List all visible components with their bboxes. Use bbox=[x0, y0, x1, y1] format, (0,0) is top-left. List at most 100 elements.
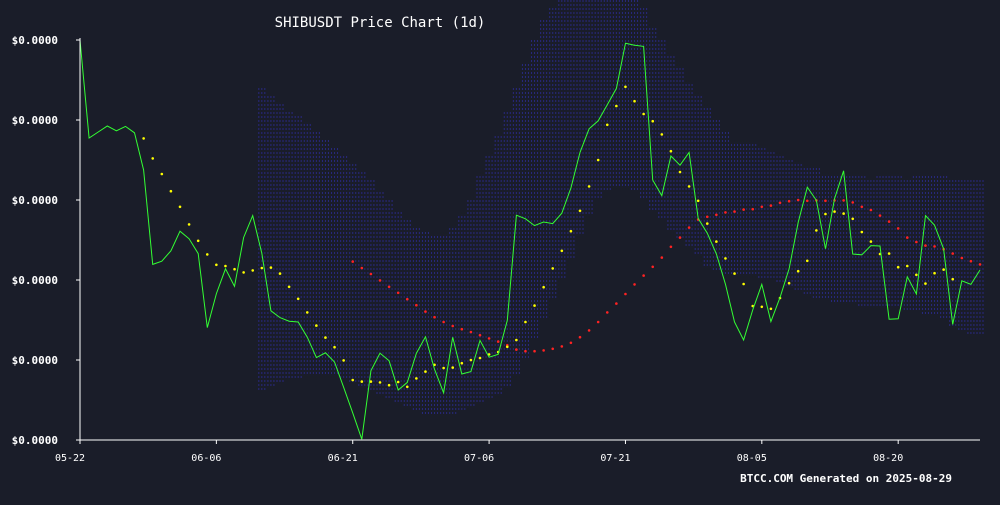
footer-text: BTCC.COM Generated on 2025-08-29 bbox=[740, 472, 952, 485]
fast-ma-point bbox=[905, 264, 909, 268]
fast-ma-point bbox=[569, 229, 573, 233]
x-tick-label: 06-06 bbox=[191, 453, 221, 464]
slow-ma-point bbox=[387, 285, 391, 289]
slow-ma-point bbox=[533, 349, 536, 353]
fast-ma-point bbox=[833, 210, 836, 213]
slow-ma-point bbox=[542, 349, 545, 352]
slow-ma-point bbox=[605, 311, 609, 314]
fast-ma-point bbox=[560, 249, 564, 253]
fast-ma-point bbox=[387, 383, 391, 387]
fast-ma-point bbox=[769, 307, 773, 311]
fast-ma-point bbox=[687, 185, 691, 188]
fast-ma-point bbox=[187, 223, 191, 226]
slow-ma-point bbox=[887, 220, 891, 223]
x-tick-label: 07-06 bbox=[464, 453, 494, 464]
slow-ma-point bbox=[778, 201, 782, 205]
fast-ma-point bbox=[405, 385, 409, 389]
slow-ma-point bbox=[642, 274, 645, 277]
fast-ma-point bbox=[578, 209, 582, 213]
fast-ma-point bbox=[615, 104, 618, 108]
y-tick-label: $0.0000 bbox=[12, 354, 58, 367]
slow-ma-point bbox=[796, 198, 800, 202]
fast-ma-point bbox=[633, 99, 636, 103]
slow-ma-point bbox=[860, 205, 864, 209]
slow-ma-point bbox=[724, 211, 727, 214]
slow-ma-point bbox=[487, 337, 491, 340]
slow-ma-point bbox=[824, 199, 827, 203]
slow-ma-point bbox=[615, 302, 618, 305]
fast-ma-point bbox=[169, 189, 173, 193]
price-layer bbox=[79, 39, 981, 440]
fast-ma-point bbox=[787, 281, 791, 285]
slow-ma-point bbox=[760, 205, 764, 209]
fast-ma-point bbox=[696, 199, 700, 203]
fast-ma-point bbox=[233, 267, 236, 271]
fast-ma-point bbox=[542, 285, 545, 289]
fast-ma-point bbox=[278, 272, 282, 275]
fast-ma-point bbox=[142, 137, 145, 140]
fast-ma-point bbox=[305, 311, 309, 314]
x-tick-label: 05-22 bbox=[55, 453, 85, 464]
slow-ma-point bbox=[415, 303, 418, 307]
fast-ma-point bbox=[587, 185, 591, 188]
x-axis-ticks: 05-22 06-06 06-21 07-06 07-21 08-05 08-20 bbox=[55, 440, 903, 464]
x-tick-label: 07-21 bbox=[600, 453, 630, 464]
slow-ma-point bbox=[624, 292, 627, 296]
slow-ma-point bbox=[433, 315, 436, 319]
fast-ma-point bbox=[242, 271, 245, 274]
slow-ma-point bbox=[805, 199, 809, 203]
slow-ma-point bbox=[360, 266, 364, 270]
fast-ma-point bbox=[760, 305, 764, 309]
fast-ma-point bbox=[415, 377, 418, 380]
fast-ma-point bbox=[942, 268, 945, 271]
slow-ma-point bbox=[969, 259, 973, 263]
x-tick-label: 08-20 bbox=[873, 453, 903, 464]
fast-ma-point bbox=[333, 345, 336, 349]
x-tick-label: 08-05 bbox=[737, 453, 767, 464]
fast-ma-point bbox=[224, 264, 227, 268]
slow-ma-point bbox=[678, 236, 682, 239]
fast-ma-point bbox=[287, 285, 291, 289]
slow-ma-point bbox=[905, 236, 909, 239]
fast-ma-point bbox=[869, 240, 873, 243]
slow-ma-point bbox=[669, 245, 673, 249]
y-tick-label: $0.0000 bbox=[12, 34, 58, 47]
fast-ma-point bbox=[315, 324, 318, 327]
chart-title: SHIBUSDT Price Chart (1d) bbox=[275, 15, 486, 31]
fast-ma-point bbox=[860, 230, 864, 234]
fast-ma-point bbox=[705, 222, 709, 225]
fast-ma-point bbox=[851, 217, 855, 221]
fast-ma-point bbox=[424, 370, 427, 373]
slow-ma-point bbox=[651, 265, 655, 269]
slow-ma-point bbox=[715, 213, 718, 217]
fast-ma-point bbox=[296, 297, 300, 301]
slow-ma-point bbox=[560, 345, 564, 348]
fast-ma-point bbox=[805, 259, 809, 263]
fast-ma-layer bbox=[142, 85, 955, 389]
slow-ma-point bbox=[869, 208, 873, 212]
fast-ma-point bbox=[915, 273, 918, 277]
band-layer bbox=[258, 0, 984, 416]
y-axis-ticks: $0.0000 $0.0000 $0.0000 $0.0000 $0.0000 $0.00… bbox=[12, 34, 80, 447]
slow-ma-point bbox=[587, 329, 591, 332]
fast-ma-point bbox=[715, 240, 718, 243]
fast-ma-point bbox=[324, 336, 327, 339]
slow-ma-point bbox=[369, 272, 373, 276]
fast-ma-point bbox=[469, 358, 473, 362]
slow-ma-point bbox=[378, 279, 382, 282]
fast-ma-point bbox=[178, 205, 182, 209]
slow-ma-point bbox=[751, 207, 755, 211]
y-tick-label: $0.0000 bbox=[12, 274, 58, 287]
fast-ma-point bbox=[524, 320, 527, 324]
fast-ma-point bbox=[824, 212, 827, 216]
slow-ma-point bbox=[660, 256, 664, 259]
slow-ma-point bbox=[551, 347, 555, 351]
fast-ma-point bbox=[742, 282, 745, 286]
fast-ma-point bbox=[933, 271, 936, 275]
fast-ma-point bbox=[669, 149, 673, 153]
fast-ma-point bbox=[642, 112, 645, 116]
slow-ma-point bbox=[451, 324, 455, 328]
fast-ma-point bbox=[505, 345, 509, 349]
